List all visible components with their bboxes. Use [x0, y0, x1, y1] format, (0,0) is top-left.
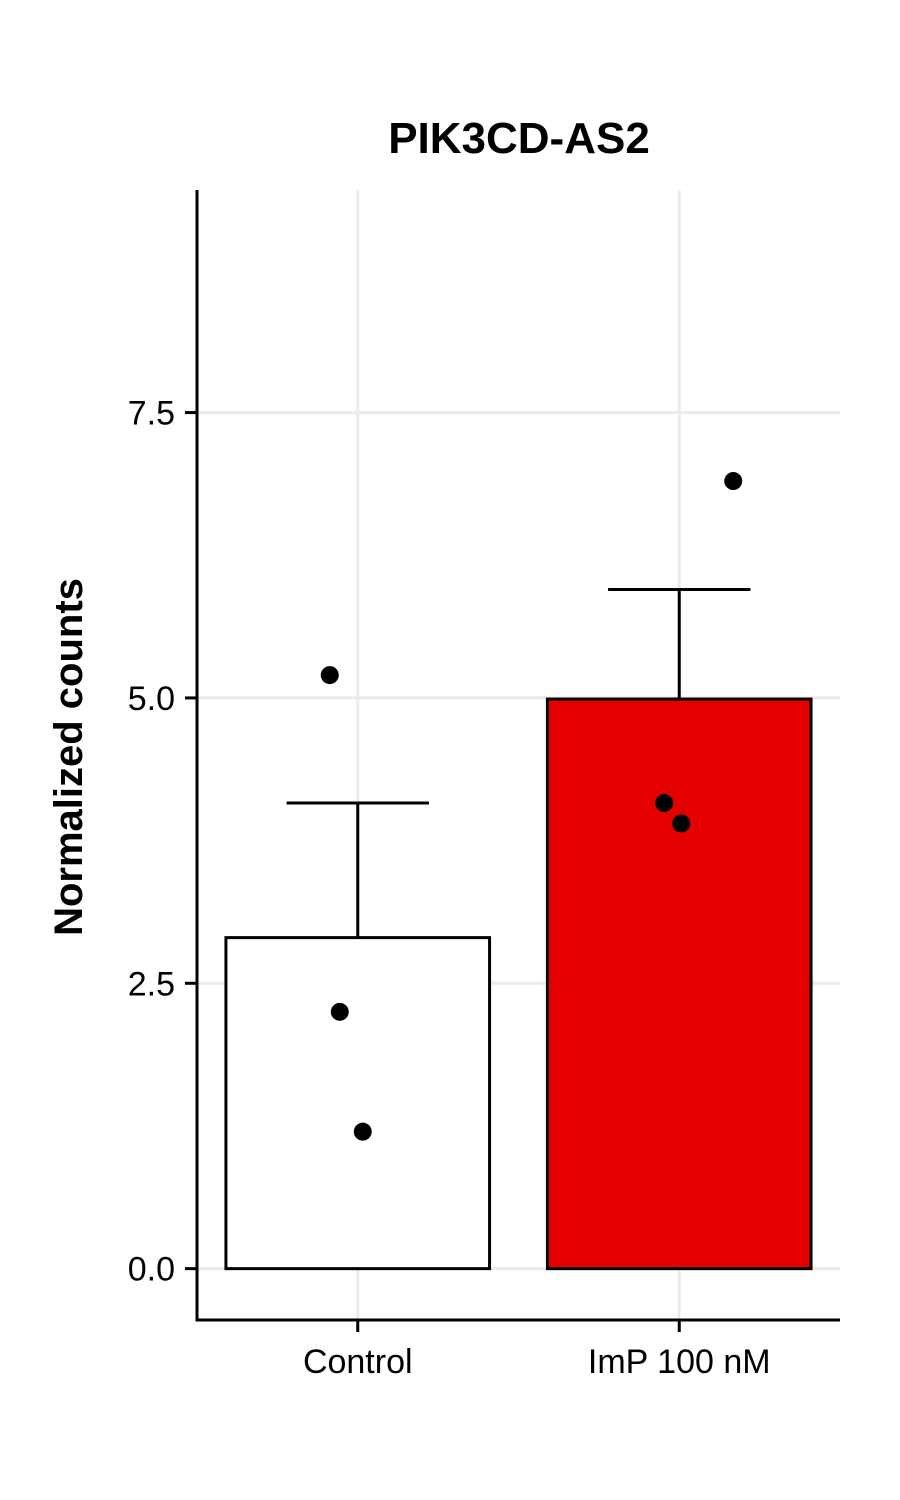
tick-labels: 0.0 2.5 5.0 7.5 Control ImP 100 nM [128, 395, 771, 1381]
data-points [320, 472, 743, 1141]
x-tick-label-0: Control [303, 1343, 413, 1381]
y-tick-label-2: 5.0 [128, 680, 175, 718]
data-point-4 [655, 793, 674, 812]
data-point-1 [330, 1002, 349, 1021]
axes [185, 190, 840, 1332]
data-point-5 [672, 814, 691, 833]
data-point-0 [320, 666, 339, 685]
bar-0 [224, 936, 492, 1271]
bar-1 [545, 697, 813, 1271]
y-axis-label: Normalized counts [47, 578, 91, 936]
data-point-3 [724, 472, 743, 491]
y-tick-label-0: 0.0 [128, 1251, 175, 1289]
y-tick-label-1: 2.5 [128, 965, 175, 1003]
error-bars [286, 587, 751, 938]
x-tick-label-1: ImP 100 nM [588, 1343, 771, 1381]
data-point-2 [353, 1122, 372, 1141]
y-tick-label-3: 7.5 [128, 395, 175, 433]
bars [224, 697, 813, 1271]
chart-title: PIK3CD-AS2 [388, 114, 650, 163]
